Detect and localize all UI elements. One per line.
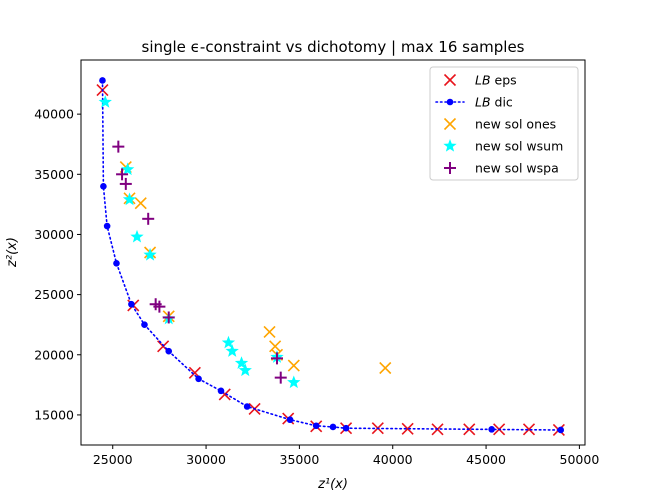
data-point [128,300,135,308]
legend-box [429,66,579,181]
data-point [143,247,157,261]
data-point [287,359,300,372]
data-point [269,340,282,353]
data-point [522,423,536,436]
legend: LB eps LB dic new sol ones new sol wsum new … [429,66,579,181]
x-tick-label: 35000 [280,452,320,467]
data-point [99,77,106,84]
x-axis-label: z¹(x) [317,477,348,492]
data-point [119,177,132,190]
data-point [98,95,112,108]
data-point [130,229,144,243]
data-point [217,387,225,395]
legend-label: LB eps [475,73,517,88]
y-tick-label: 30000 [34,227,74,242]
data-point [141,321,148,328]
data-point [234,356,249,369]
legend-label: new sol ones [475,117,556,132]
data-point [557,426,565,434]
data-point [286,416,294,424]
data-point [342,424,350,432]
y-tick-label: 25000 [34,287,74,302]
x-tick-label: 30000 [186,452,226,467]
x-tick-label: 45000 [466,452,506,467]
axis-ticks: 25000 30000 35000 40000 45000 50000 15000 20000… [34,107,599,467]
data-point [225,344,239,357]
data-point [134,197,147,210]
data-point [401,422,414,435]
legend-marker [446,98,454,106]
data-point [238,363,252,377]
data-point [263,325,276,338]
data-point [165,347,173,355]
legend-label: LB dic [475,95,513,110]
legend-marker [443,73,457,87]
legend-marker [444,162,456,174]
x-tick-label: 50000 [560,452,600,467]
data-point [142,212,155,225]
data-point [274,371,287,384]
data-point [103,222,111,230]
data-point [312,422,320,430]
x-tick-label: 40000 [373,452,413,467]
data-point [195,375,202,383]
data-point [488,426,495,433]
data-point [271,352,283,365]
data-point [112,140,125,153]
data-point [116,168,129,181]
plot-area [96,77,565,437]
legend-marker [443,139,457,152]
y-tick-label: 20000 [34,347,74,362]
data-point [121,162,135,176]
data-point [287,375,301,389]
y-tick-label: 40000 [34,107,74,122]
series-new-sol-wspa [112,140,287,384]
x-tick-label: 25000 [93,452,133,467]
data-point [243,403,251,410]
data-point [379,361,392,375]
series-new-sol-wsum [98,95,301,389]
data-point [153,300,166,313]
data-point [162,311,175,324]
series-line [101,79,562,431]
y-tick-label: 35000 [34,167,74,182]
data-point [329,423,337,431]
data-point [122,192,137,206]
data-point [113,260,120,267]
data-point [100,183,107,190]
y-tick-label: 15000 [34,407,74,422]
legend-label: new sol wspa [475,161,559,176]
legend-marker [443,117,457,131]
data-point [221,335,236,349]
axes-frame [80,59,586,446]
series-lb-dic [99,77,565,434]
chart-title: single ϵ-constraint vs dichotomy | max 1… [142,38,525,56]
legend-label: new sol wsum [475,139,563,154]
y-axis-label: z²(x) [5,237,20,268]
